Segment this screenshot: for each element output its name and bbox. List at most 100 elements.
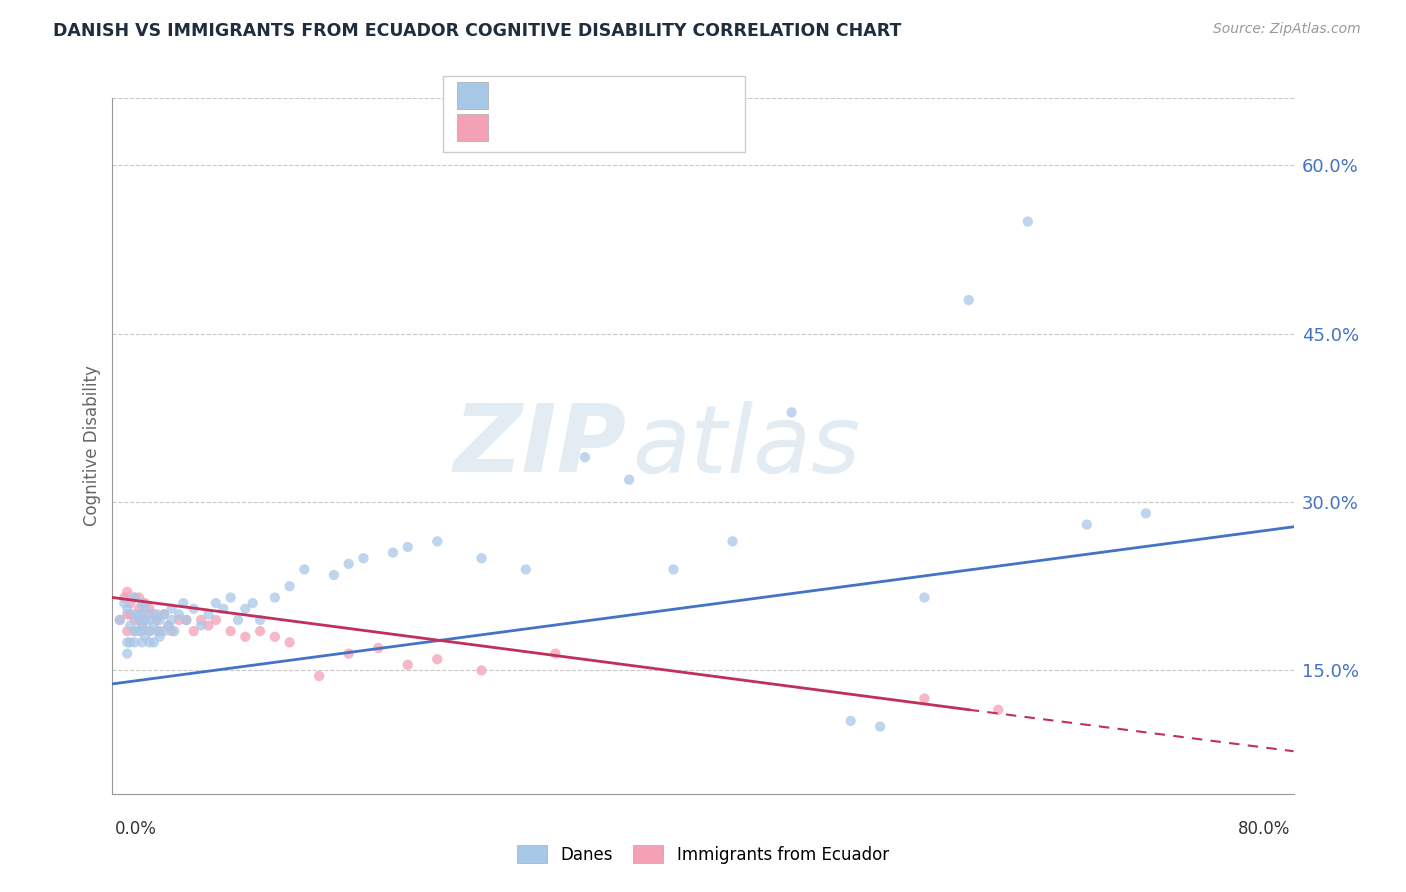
Point [323,568,346,582]
Point [183,624,205,639]
Text: N = 73: N = 73 [619,87,681,104]
Point [128,601,150,615]
Text: atlas: atlas [633,401,860,491]
Point [190,618,212,632]
Point [249,613,271,627]
Point [174,613,197,627]
Point [308,669,330,683]
Point [138,624,160,639]
Point [249,624,271,639]
Point [142,635,165,649]
Point [619,473,641,487]
Point [117,585,138,599]
Point [160,601,183,615]
Point [233,630,256,644]
Point [163,624,186,639]
Point [124,624,146,639]
Point [167,613,190,627]
Text: R = -0.688: R = -0.688 [499,119,596,136]
Point [153,624,176,639]
Point [149,613,172,627]
Point [117,647,138,661]
Point [124,591,146,605]
Point [190,613,212,627]
Y-axis label: Cognitive Disability: Cognitive Disability [83,366,101,526]
Point [108,613,131,627]
Point [128,591,150,605]
Point [292,562,315,576]
Point [134,630,156,644]
Point [134,613,156,627]
Point [120,607,142,622]
Text: ZIP: ZIP [453,400,626,492]
Point [337,557,360,571]
Point [146,613,169,627]
Point [153,607,176,622]
Point [278,635,301,649]
Point [515,562,537,576]
Text: 80.0%: 80.0% [1239,820,1291,838]
Point [1017,214,1039,228]
Point [112,591,135,605]
Point [183,601,205,615]
Point [367,640,389,655]
Point [131,635,153,649]
Point [131,624,153,639]
Text: Source: ZipAtlas.com: Source: ZipAtlas.com [1213,22,1361,37]
Point [157,618,180,632]
Point [146,624,169,639]
Point [957,293,980,307]
Point [233,601,256,615]
Point [160,613,183,627]
Point [1076,517,1098,532]
Point [197,618,219,632]
Point [124,624,146,639]
Point [205,596,228,610]
Point [108,613,131,627]
Point [138,624,160,639]
Point [544,647,567,661]
Point [278,579,301,593]
Point [124,613,146,627]
Point [128,613,150,627]
Point [987,703,1010,717]
Point [839,714,862,728]
Point [112,596,135,610]
Point [153,607,176,622]
Text: R =  0.263: R = 0.263 [499,87,596,104]
Point [396,540,419,554]
Text: N = 45: N = 45 [619,119,681,136]
Point [142,607,165,622]
Point [134,613,156,627]
Point [138,601,160,615]
Point [219,591,242,605]
Point [721,534,744,549]
Point [138,613,160,627]
Legend: Danes, Immigrants from Ecuador: Danes, Immigrants from Ecuador [510,838,896,871]
Point [470,551,494,566]
Point [138,607,160,622]
Point [120,596,142,610]
Point [426,534,449,549]
Point [197,607,219,622]
Point [124,607,146,622]
Point [134,601,156,615]
Point [914,691,936,706]
Point [869,720,891,734]
Point [470,664,494,678]
Point [219,624,242,639]
Point [780,405,803,419]
Point [174,613,197,627]
Point [131,618,153,632]
Point [117,601,138,615]
Point [167,607,190,622]
Point [124,635,146,649]
Point [124,591,146,605]
Point [149,630,172,644]
Point [205,613,228,627]
Point [134,596,156,610]
Point [426,652,449,666]
Point [146,607,169,622]
Point [157,618,180,632]
Point [242,596,264,610]
